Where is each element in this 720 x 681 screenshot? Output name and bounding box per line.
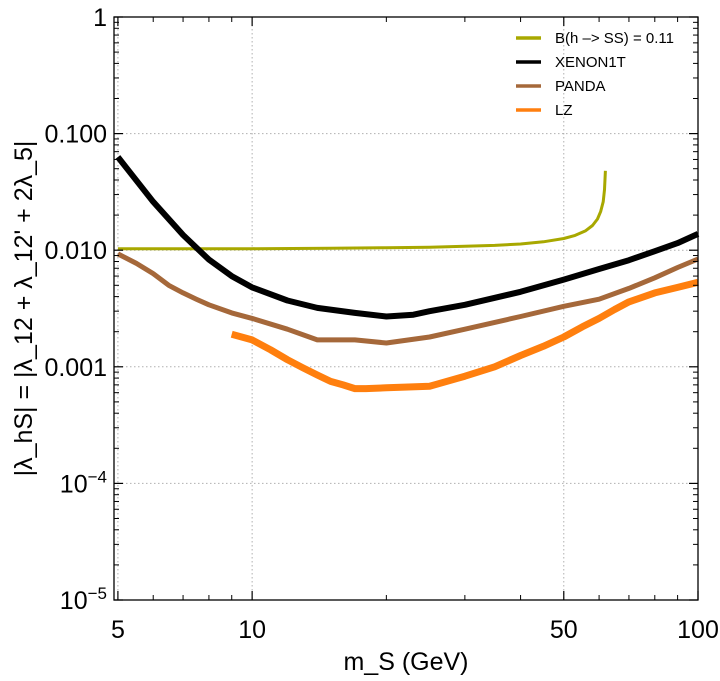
x-tick-label: 5	[111, 616, 125, 644]
y-axis-title: |λ_hS| = |λ_12 + λ_12' + 2λ_5|	[10, 141, 38, 477]
series-line-2	[116, 251, 699, 346]
series-line-0	[117, 170, 607, 251]
series-line-3	[230, 278, 699, 393]
x-axis-title: m_S (GeV)	[343, 648, 468, 676]
y-tick-label: 10−5	[60, 584, 107, 615]
y-tick-label: 0.010	[44, 237, 107, 265]
legend-label: XENON1T	[555, 54, 626, 71]
series-group	[115, 155, 700, 393]
plot-frame	[113, 16, 699, 601]
legend-label: B(h –> SS) = 0.11	[555, 30, 674, 47]
series-line-1	[115, 155, 700, 320]
legend: B(h –> SS) = 0.11 XENON1T PANDA LZ	[516, 30, 674, 119]
x-tick-label: 50	[550, 616, 578, 644]
legend-label: PANDA	[555, 78, 606, 95]
y-tick-label: 0.100	[44, 121, 107, 149]
y-tick-label: 1	[93, 4, 107, 32]
x-tick-label: 10	[238, 616, 266, 644]
y-tick-label: 10−4	[60, 467, 107, 498]
x-tick-label: 100	[677, 616, 719, 644]
legend-label: LZ	[555, 102, 573, 119]
ticks: 5 10 50 100 10−5 10−4 0.001 0.010 0.100 1	[44, 4, 718, 644]
y-tick-label: 0.001	[44, 354, 107, 382]
